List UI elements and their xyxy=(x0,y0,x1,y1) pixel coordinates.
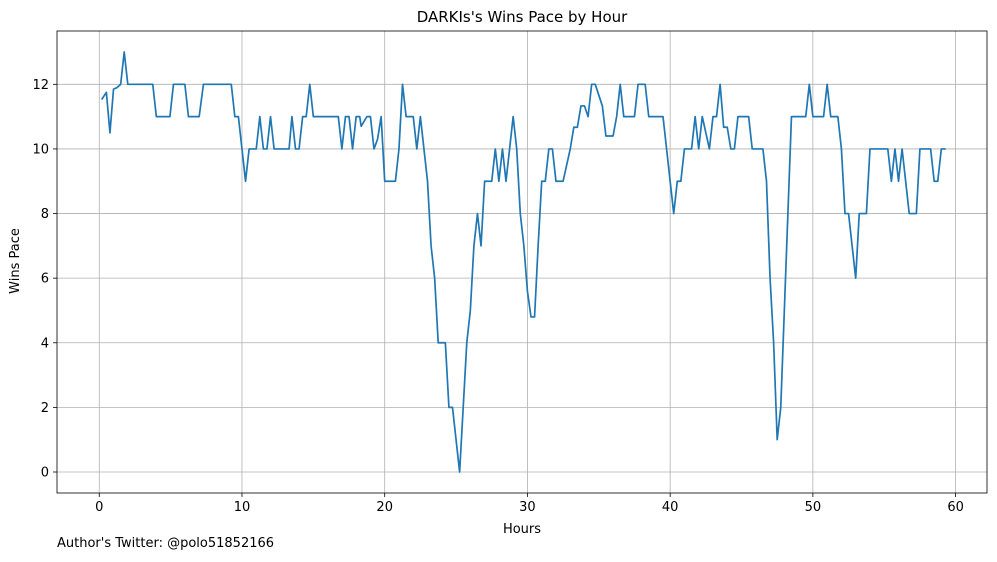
y-axis-label: Wins Pace xyxy=(8,228,23,294)
series-layer xyxy=(100,51,946,473)
x-tick-label: 40 xyxy=(662,500,679,515)
y-tick-label: 12 xyxy=(32,78,49,93)
chart-title: DARKIs's Wins Pace by Hour xyxy=(417,8,628,26)
x-tick-label: 60 xyxy=(947,500,964,515)
y-tick-label: 0 xyxy=(41,466,49,481)
gridlines xyxy=(57,31,987,493)
x-tick-label: 30 xyxy=(519,500,536,515)
x-tick-label: 20 xyxy=(376,500,393,515)
ticks: 0 10 20 30 40 50 60 0 2 4 6 8 10 12 xyxy=(32,78,963,515)
x-axis-label: Hours xyxy=(503,522,541,537)
y-tick-label: 2 xyxy=(41,401,49,416)
series-line xyxy=(100,51,946,473)
x-tick-label: 50 xyxy=(805,500,822,515)
y-tick-label: 8 xyxy=(41,207,49,222)
y-tick-label: 6 xyxy=(41,272,49,287)
y-tick-label: 10 xyxy=(32,142,49,157)
x-tick-label: 10 xyxy=(234,500,251,515)
axes xyxy=(56,30,988,494)
x-tick-label: 0 xyxy=(95,500,103,515)
author-twitter-note: Author's Twitter: @polo51852166 xyxy=(57,536,275,551)
y-tick-label: 4 xyxy=(41,336,49,351)
plot-frame xyxy=(56,30,988,494)
